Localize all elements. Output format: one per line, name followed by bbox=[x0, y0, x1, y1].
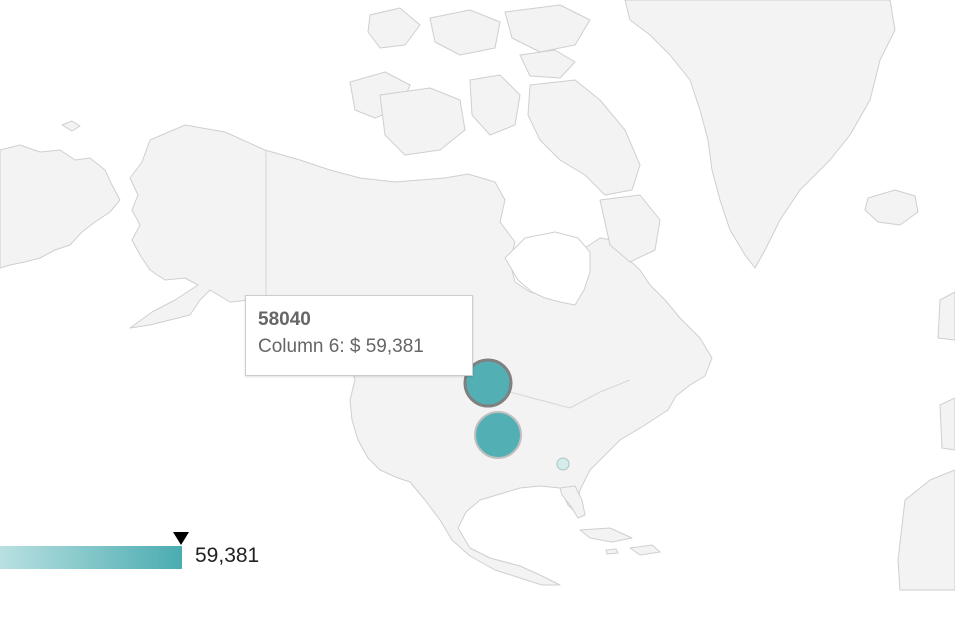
land-florida bbox=[559, 485, 586, 519]
land-arctic-island-4 bbox=[527, 79, 641, 196]
land-hispaniola bbox=[629, 544, 661, 556]
tooltip-title: 58040 bbox=[258, 309, 311, 330]
land-siberia bbox=[0, 144, 121, 269]
land-cuba bbox=[579, 527, 633, 543]
land-arctic-island-5 bbox=[367, 7, 421, 49]
land-arctic-island-3 bbox=[469, 74, 521, 136]
land-europe-edge bbox=[937, 291, 955, 341]
land-africa-edge bbox=[897, 469, 955, 591]
legend-max-value: 59,381 bbox=[195, 544, 260, 567]
land-small-island bbox=[61, 120, 81, 132]
land-baffin-coast bbox=[599, 194, 661, 263]
land-iceland bbox=[864, 189, 919, 226]
land-arctic-island-8 bbox=[519, 49, 576, 79]
water-hudson-bay bbox=[504, 231, 591, 306]
legend-marker-icon bbox=[173, 532, 189, 545]
map-tooltip: 58040 Column 6: $ 59,381 bbox=[245, 295, 473, 376]
land-arctic-island-6 bbox=[429, 9, 501, 56]
land-iberia-edge bbox=[939, 397, 955, 451]
land-arctic-island-2 bbox=[379, 87, 466, 156]
land-jamaica bbox=[605, 548, 619, 555]
legend-gradient-bar bbox=[0, 546, 182, 569]
map-bubble-highlighted[interactable] bbox=[463, 358, 513, 408]
land-arctic-island-7 bbox=[504, 4, 591, 53]
map-bubble-small[interactable] bbox=[556, 457, 570, 471]
tooltip-value: Column 6: $ 59,381 bbox=[258, 336, 424, 357]
land-greenland bbox=[624, 0, 896, 269]
map-bubble[interactable] bbox=[474, 411, 522, 459]
color-legend: 59,381 bbox=[0, 532, 300, 572]
